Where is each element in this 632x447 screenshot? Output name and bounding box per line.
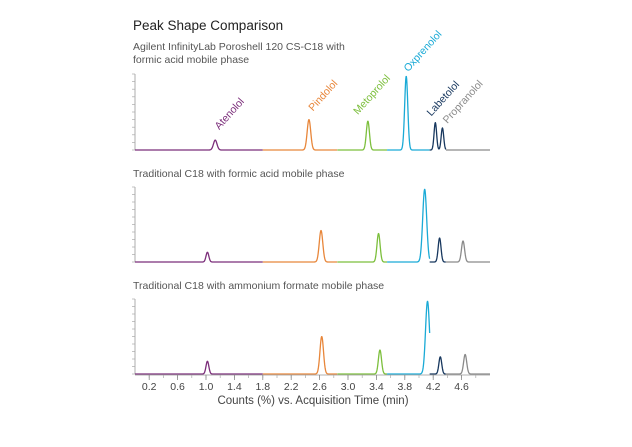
x-tick-label: 4.6 (454, 381, 469, 393)
trace-metoprolol (336, 232, 388, 263)
panel-subtitle: Agilent InfinityLab Poroshell 120 CS-C18… (133, 41, 345, 53)
trace-metoprolol (336, 120, 388, 151)
peak-label-pindolol: Pindolol (306, 78, 340, 114)
trace-oxprenolol (386, 300, 431, 375)
peak-label-oxprenolol: Oxprenolol (402, 29, 445, 75)
trace-atenolol (134, 139, 264, 151)
trace-pindolol (262, 335, 338, 375)
trace-oxprenolol (386, 188, 431, 263)
x-axis-label: Counts (%) vs. Acquisition Time (min) (217, 395, 408, 407)
trace-pindolol (262, 229, 338, 263)
trace-atenolol (134, 251, 264, 263)
trace-propranolol (445, 353, 491, 375)
peak-label-metoprolol: Metoprolol (351, 73, 393, 117)
x-tick-label: 1.0 (199, 381, 214, 393)
trace-propranolol (445, 240, 491, 263)
panel-1: Agilent InfinityLab Poroshell 120 CS-C18… (132, 29, 491, 151)
trace-metoprolol (336, 349, 388, 375)
x-axis: 0.2 0.6 1.0 1.4 1.8 2.2 2.6 3.0 3.4 3.8 4.2 4.6 (135, 374, 490, 393)
x-tick-label: 0.6 (170, 381, 185, 393)
trace-atenolol (134, 360, 264, 375)
trace-labetolol (429, 356, 447, 375)
trace-pindolol (262, 119, 338, 151)
panel-subtitle: Traditional C18 with formic acid mobile … (133, 168, 345, 180)
panel-subtitle: formic acid mobile phase (133, 54, 249, 66)
x-tick-label: 2.2 (284, 381, 299, 393)
peak-label-atenolol: Atenolol (213, 96, 247, 132)
trace-labetolol (429, 121, 447, 151)
x-tick-label: 4.2 (426, 381, 441, 393)
panel-2: Traditional C18 with formic acid mobile … (132, 168, 491, 263)
x-tick-label: 1.8 (255, 381, 270, 393)
panel-3: Traditional C18 with ammonium formate mo… (132, 280, 491, 375)
panel-subtitle: Traditional C18 with ammonium formate mo… (133, 280, 384, 292)
x-tick-label: 3.4 (369, 381, 384, 393)
chart-title: Peak Shape Comparison (133, 18, 283, 33)
panels-group: Agilent InfinityLab Poroshell 120 CS-C18… (132, 29, 491, 375)
x-tick-label: 2.6 (312, 381, 327, 393)
x-tick-label: 3.8 (397, 381, 412, 393)
trace-oxprenolol (386, 75, 431, 151)
x-tick-label: 0.2 (142, 381, 157, 393)
trace-labetolol (429, 237, 447, 263)
x-tick-label: 1.4 (227, 381, 242, 393)
x-tick-label: 3.0 (341, 381, 356, 393)
